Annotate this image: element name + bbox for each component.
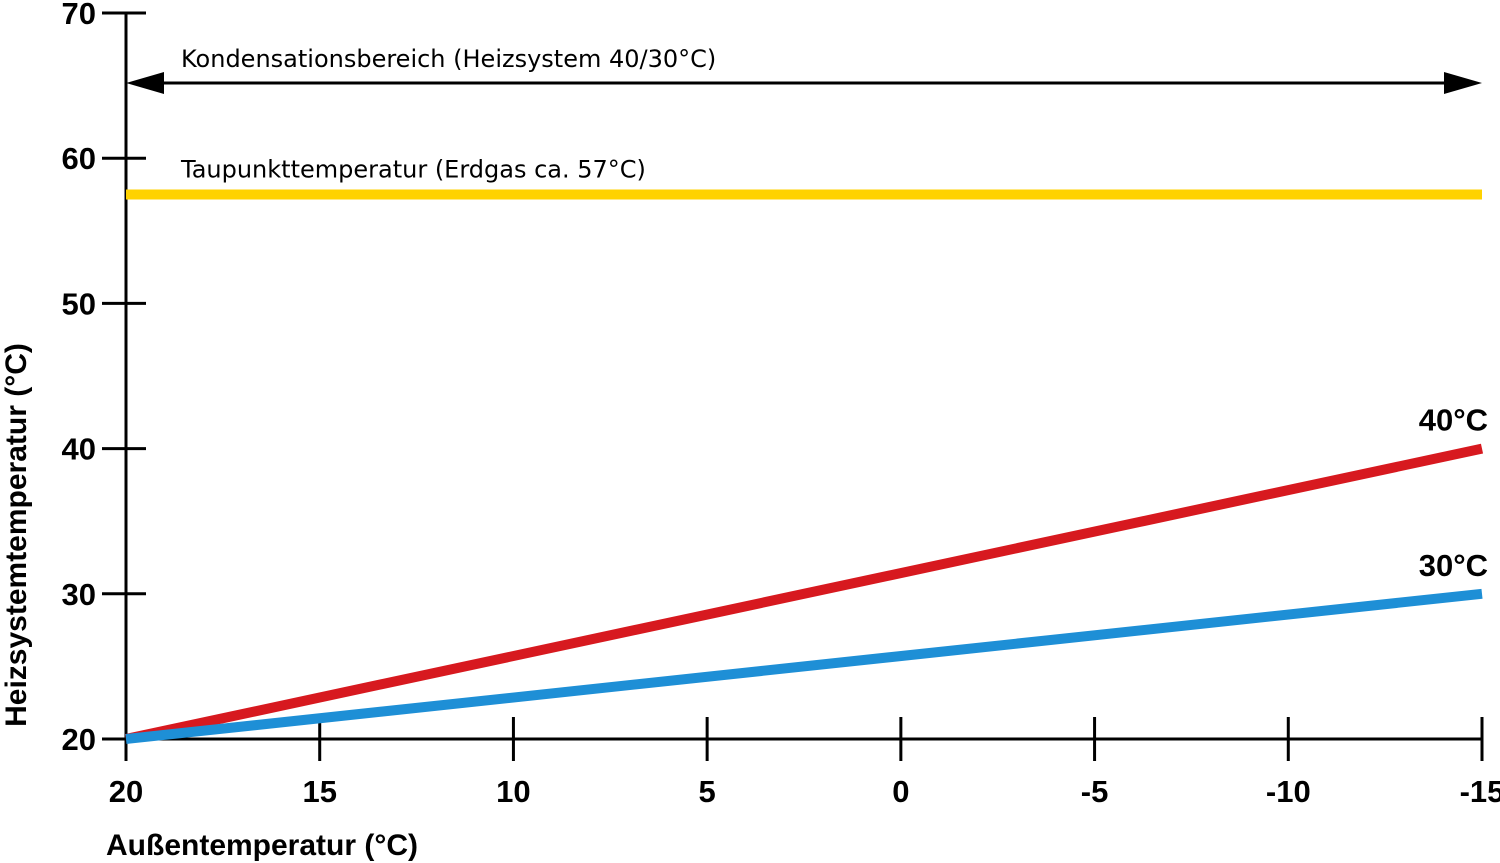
- series-lines: 40°C 30°C: [124, 403, 1488, 744]
- series-label-2: 30°C: [1419, 548, 1488, 583]
- range-annotations: Kondensationsbereich (Heizsystem 40/30°C…: [126, 45, 1482, 94]
- reference-lines: Taupunkttemperatur (Erdgas ca. 57°C): [126, 156, 1482, 200]
- x-tick-label: -5: [1081, 774, 1109, 809]
- y-tick-label: 30: [62, 577, 96, 612]
- x-tick-label: 10: [496, 774, 530, 809]
- axes: [102, 11, 1484, 761]
- y-axis-title: Heizsystemtemperatur (°C): [0, 343, 33, 727]
- x-tick-label: 5: [699, 774, 716, 809]
- range-arrow-right-head: [1444, 72, 1482, 94]
- series-line-2: [125, 588, 1483, 744]
- x-tick-label: -10: [1266, 774, 1311, 809]
- range-label: Kondensationsbereich (Heizsystem 40/30°C…: [181, 45, 716, 73]
- series-line-1: [124, 443, 1484, 744]
- y-tick-label: 60: [62, 141, 96, 176]
- x-tick-label: -15: [1460, 774, 1500, 809]
- x-tick-label: 0: [892, 774, 909, 809]
- y-tick-label: 40: [62, 432, 96, 467]
- dew-point-label: Taupunkttemperatur (Erdgas ca. 57°C): [180, 156, 646, 184]
- y-tick-label: 70: [62, 0, 96, 31]
- range-arrow-left-head: [126, 72, 164, 94]
- y-tick-label: 50: [62, 286, 96, 321]
- series-label-1: 40°C: [1419, 403, 1488, 438]
- x-axis-title: Außentemperatur (°C): [106, 829, 418, 862]
- x-tick-label: 15: [302, 774, 336, 809]
- y-tick-label: 20: [62, 722, 96, 757]
- x-tick-label: 20: [109, 774, 143, 809]
